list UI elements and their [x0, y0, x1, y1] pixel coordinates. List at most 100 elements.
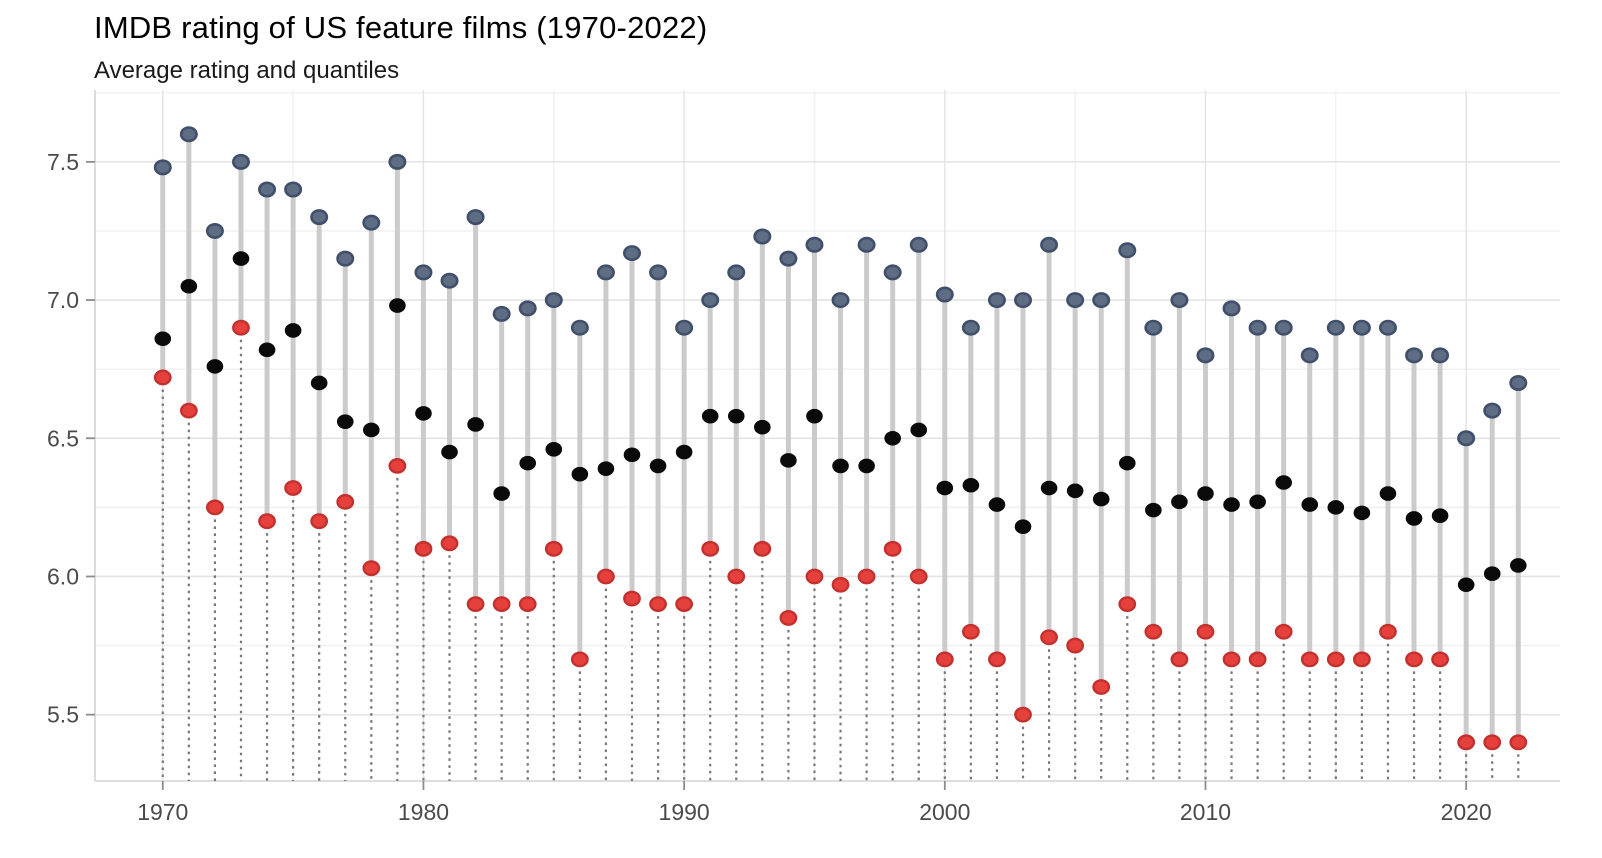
upper-quantile-dot [1014, 292, 1033, 309]
upper-quantile-dot [1040, 236, 1059, 253]
lower-quantile-dot [466, 596, 485, 613]
lower-quantile-dot [1274, 623, 1293, 640]
upper-quantile-dot [1352, 319, 1371, 336]
lower-quantile-dot [179, 402, 198, 419]
lower-quantile-dot [1352, 651, 1371, 668]
x-tick-label: 2010 [1180, 799, 1231, 825]
average-dot [258, 342, 276, 358]
lower-quantile-dot [988, 651, 1006, 668]
average-dot [858, 458, 875, 474]
lower-quantile-dot [1170, 651, 1189, 668]
lower-quantile-dot [1483, 734, 1502, 751]
y-tick-label: 7.0 [47, 287, 79, 313]
average-dot [415, 406, 432, 421]
average-dot [1431, 508, 1449, 523]
average-dot [962, 477, 980, 493]
lower-quantile-dot [1405, 651, 1423, 668]
average-dot [649, 458, 667, 474]
average-dot [1118, 455, 1136, 471]
lower-quantile-dot [284, 480, 303, 496]
average-dot [363, 422, 380, 438]
lower-quantile-dot [857, 568, 876, 585]
average-dot [780, 453, 797, 468]
average-dot [910, 422, 928, 438]
average-dot [180, 278, 198, 294]
lower-quantile-dot [1431, 651, 1449, 668]
average-dot [806, 408, 823, 424]
average-dot [1197, 486, 1214, 501]
lower-quantile-dot [1014, 706, 1032, 723]
upper-quantile-dot [961, 319, 980, 336]
lower-quantile-dot [310, 513, 329, 530]
average-dot [988, 497, 1006, 512]
average-dot [206, 359, 224, 374]
upper-quantile-dot [1144, 319, 1163, 336]
y-tick-label: 5.5 [47, 702, 79, 728]
upper-quantile-dot [805, 236, 824, 253]
upper-quantile-dot [779, 250, 798, 267]
lower-quantile-dot [1222, 651, 1241, 668]
lower-quantile-dot [544, 540, 563, 557]
upper-quantile-dot [440, 272, 459, 289]
lower-quantile-dot [1300, 651, 1319, 668]
lower-quantile-dot [909, 568, 928, 585]
average-dot [1275, 475, 1292, 490]
upper-quantile-dot [1170, 292, 1189, 309]
lower-quantile-dot [1092, 679, 1111, 695]
upper-quantile-dot [753, 228, 772, 245]
lower-quantile-dot [1196, 623, 1215, 640]
lower-quantile-dot [805, 568, 824, 585]
lower-quantile-dot [440, 535, 459, 552]
upper-quantile-dot [544, 292, 563, 309]
upper-quantile-dot [935, 286, 954, 303]
lower-quantile-dot [232, 319, 250, 336]
upper-quantile-dot [336, 250, 355, 267]
x-tick-label: 2000 [919, 799, 970, 825]
lower-quantile-dot [1509, 734, 1528, 751]
lower-quantile-dot [779, 610, 798, 626]
upper-quantile-dot [1066, 292, 1085, 309]
average-dot [1327, 500, 1345, 515]
upper-quantile-dot [388, 153, 407, 170]
lower-quantile-dot [570, 651, 589, 668]
lower-quantile-dot [597, 568, 615, 585]
upper-quantile-dot [1457, 430, 1476, 447]
upper-quantile-dot [466, 209, 485, 226]
average-dot [1092, 491, 1110, 507]
upper-quantile-dot [857, 236, 876, 253]
lower-quantile-dot [336, 493, 355, 510]
average-dot [1066, 483, 1084, 499]
y-tick-label: 7.5 [47, 149, 79, 175]
upper-quantile-dot [1300, 347, 1319, 364]
y-tick-label: 6.5 [47, 425, 79, 451]
upper-quantile-dot [1222, 300, 1241, 317]
average-dot [1483, 566, 1501, 581]
lower-quantile-dot [727, 568, 746, 585]
upper-quantile-dot [231, 153, 250, 170]
lower-quantile-dot [831, 576, 850, 593]
upper-quantile-dot [1509, 374, 1528, 391]
x-tick-label: 1980 [398, 799, 449, 825]
lower-quantile-dot [362, 560, 381, 577]
lower-quantile-dot [153, 369, 172, 386]
average-dot [571, 466, 589, 482]
upper-quantile-dot [258, 181, 277, 198]
average-dot [1379, 486, 1397, 501]
upper-quantile-dot [883, 264, 902, 281]
upper-quantile-dot [649, 264, 668, 281]
lower-quantile-dot [675, 596, 694, 613]
average-dot [310, 375, 328, 391]
y-tick-label: 6.0 [47, 563, 79, 589]
x-tick-label: 1990 [659, 799, 710, 825]
average-dot [154, 331, 172, 347]
upper-quantile-dot [727, 264, 746, 281]
upper-quantile-dot [284, 181, 303, 198]
lower-quantile-dot [1379, 623, 1397, 640]
average-dot [389, 298, 406, 313]
upper-quantile-dot [310, 209, 329, 226]
average-dot [936, 480, 954, 496]
upper-quantile-dot [570, 319, 589, 336]
upper-quantile-dot [622, 245, 641, 262]
lower-quantile-dot [623, 590, 641, 607]
